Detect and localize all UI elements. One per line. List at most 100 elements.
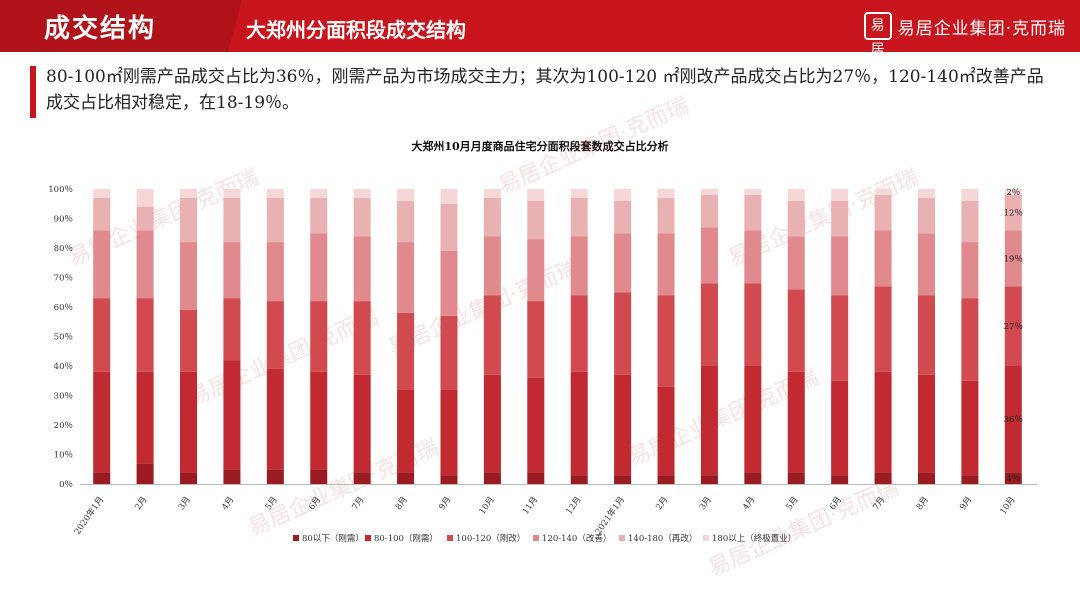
data-label: 2％ (1006, 188, 1020, 198)
y-tick-label: 60％ (54, 303, 73, 313)
legend-item: 140-180（再改） (628, 533, 697, 544)
bar-segment-6 (614, 189, 632, 201)
bar-segment-3 (136, 298, 154, 372)
legend-item: 180以上（终极置业） (712, 533, 796, 544)
bar-segment-6 (527, 189, 545, 201)
bar-segment-1 (136, 463, 154, 484)
bar-segment-4 (397, 242, 415, 313)
bar-segment-6 (440, 189, 458, 204)
bar-segment-2 (831, 380, 849, 476)
bar-segment-5 (831, 200, 849, 237)
legend-swatch (365, 535, 371, 541)
bar-segment-1 (744, 472, 762, 484)
bar-segment-6 (787, 189, 805, 201)
x-tick-label: 8月 (394, 495, 410, 512)
bar-segment-3 (266, 301, 284, 369)
section-title-panel-edge (228, 0, 242, 52)
logo-mark-icon: 易居 (863, 12, 892, 58)
bar-segment-6 (700, 189, 718, 195)
bar-segment-5 (310, 197, 328, 234)
bar-segment-1 (180, 472, 198, 484)
bar-segment-3 (614, 292, 632, 375)
bar-segment-1 (353, 472, 371, 484)
bar-segment-2 (223, 360, 241, 470)
x-tick-label: 10月 (998, 495, 1017, 517)
chart-title: 大郑州10月月度商品住宅分面积段套数成交占比分析 (411, 140, 669, 153)
bar-segment-6 (570, 189, 588, 198)
section-title: 成交结构 (44, 14, 157, 44)
bar-segment-3 (917, 295, 935, 375)
bar-segment-5 (353, 197, 371, 237)
x-tick-label: 8月 (915, 495, 931, 512)
bar-segment-3 (397, 312, 415, 390)
bar-segment-6 (93, 189, 111, 198)
bar-segment-2 (397, 389, 415, 473)
data-label: 12％ (1004, 209, 1023, 219)
x-tick-label: 5月 (785, 495, 801, 512)
bar-segment-2 (787, 371, 805, 473)
bar-segment-1 (874, 472, 892, 484)
x-tick-label: 9月 (958, 495, 974, 512)
y-tick-label: 90％ (54, 215, 73, 225)
bar-segment-6 (136, 189, 154, 207)
bar-segment-5 (440, 203, 458, 251)
bar-segment-6 (657, 189, 675, 198)
x-tick-label: 5月 (264, 495, 280, 512)
bar-segment-5 (744, 194, 762, 231)
bar-segment-2 (874, 371, 892, 473)
x-tick-label: 7月 (350, 495, 366, 512)
bar-segment-4 (223, 242, 241, 299)
bar-segment-4 (1004, 230, 1022, 287)
x-tick-label: 3月 (177, 495, 193, 512)
bar-segment-4 (180, 242, 198, 310)
bar-segment-4 (353, 236, 371, 302)
y-tick-label: 40％ (54, 362, 73, 372)
data-label: 4％ (1006, 474, 1020, 484)
bar-segment-2 (570, 371, 588, 476)
bar-segment-4 (440, 250, 458, 316)
bar-segment-3 (570, 295, 588, 372)
bar-segment-5 (614, 200, 632, 234)
bar-segment-6 (961, 189, 979, 201)
x-tick-label: 2月 (654, 495, 670, 512)
bar-segment-1 (1004, 472, 1022, 484)
bar-segment-1 (266, 469, 284, 484)
bar-segment-5 (700, 194, 718, 228)
bar-segment-1 (831, 475, 849, 484)
bar-segment-5 (93, 197, 111, 231)
data-label: 27％ (1004, 322, 1023, 332)
x-tick-label: 9月 (437, 495, 453, 512)
bar-segment-4 (570, 236, 588, 296)
bar-segment-3 (831, 295, 849, 381)
y-tick-label: 100％ (48, 185, 73, 195)
bar-segment-4 (917, 233, 935, 296)
bar-segment-3 (93, 298, 111, 372)
bar-segment-5 (223, 197, 241, 243)
bar-segment-2 (353, 374, 371, 473)
y-tick-label: 10％ (54, 451, 73, 461)
bar-segment-3 (440, 315, 458, 390)
bar-segment-5 (961, 200, 979, 243)
x-tick-label: 2月 (133, 495, 149, 512)
bar-segment-4 (527, 239, 545, 302)
bar-segment-4 (136, 230, 154, 299)
bar-segment-2 (527, 377, 545, 473)
bar-segment-4 (483, 236, 501, 296)
bar-segment-4 (961, 242, 979, 299)
bar-segment-6 (744, 189, 762, 195)
x-tick-label: 7月 (871, 495, 887, 512)
bar-segment-3 (744, 283, 762, 366)
bar-segment-5 (397, 200, 415, 243)
bar-segment-2 (917, 374, 935, 473)
y-tick-label: 80％ (54, 244, 73, 254)
legend-item: 80-100（刚需） (374, 533, 438, 544)
bar-segment-6 (266, 189, 284, 198)
bar-segment-6 (917, 189, 935, 198)
bar-segment-1 (787, 472, 805, 484)
bar-segment-4 (787, 236, 805, 290)
bar-segment-5 (180, 197, 198, 243)
bar-segment-1 (614, 475, 632, 484)
bar-segment-1 (527, 472, 545, 484)
x-tick-label: 2021年1月 (593, 494, 627, 536)
y-tick-label: 30％ (54, 392, 73, 402)
